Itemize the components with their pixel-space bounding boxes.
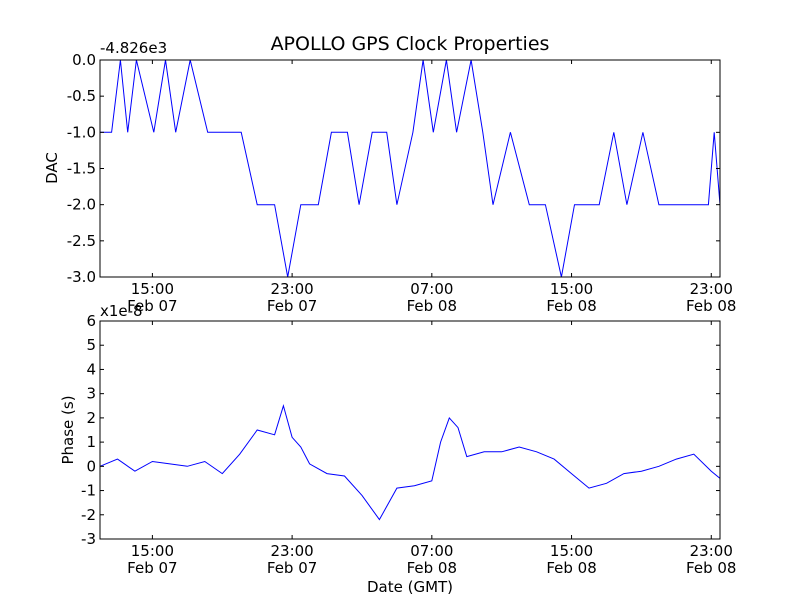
dac-x-tick-time: 23:00: [270, 280, 313, 298]
dac-x-tick-date: Feb 08: [546, 297, 596, 315]
dac-x-tick-date: Feb 07: [267, 297, 317, 315]
phase-y-tick-label: -3: [81, 530, 96, 548]
dac-x-tick-time: 23:00: [690, 280, 733, 298]
dac-x-tick-date: Feb 08: [407, 297, 457, 315]
dac-y-tick-label: -1.0: [67, 123, 96, 141]
phase-x-tick-date: Feb 08: [546, 559, 596, 577]
dac-y-tick-label: -2.0: [67, 196, 96, 214]
phase-y-tick-label: 4: [86, 360, 96, 378]
dac-y-tick-label: 0.0: [72, 51, 96, 69]
phase-x-tick-time: 07:00: [410, 542, 453, 560]
phase-x-tick-time: 23:00: [690, 542, 733, 560]
x-axis-label: Date (GMT): [367, 578, 453, 596]
phase-x-tick-time: 23:00: [270, 542, 313, 560]
phase-y-tick-label: 1: [86, 433, 96, 451]
phase-x-tick-time: 15:00: [131, 542, 174, 560]
dac-x-tick-time: 07:00: [410, 280, 453, 298]
phase-x-tick-time: 15:00: [550, 542, 593, 560]
phase-y-tick-label: 6: [86, 312, 96, 330]
phase-y-tick-label: 5: [86, 336, 96, 354]
phase-y-tick-label: 2: [86, 409, 96, 427]
phase-ylabel: Phase (s): [59, 395, 77, 464]
dac-y-tick-label: -2.5: [67, 232, 96, 250]
dac-x-tick-time: 15:00: [550, 280, 593, 298]
phase-x-tick-date: Feb 08: [686, 559, 736, 577]
dac-x-tick-date: Feb 08: [686, 297, 736, 315]
phase-y-tick-label: -2: [81, 506, 96, 524]
dac-x-tick-time: 15:00: [131, 280, 174, 298]
dac-y-tick-label: -0.5: [67, 87, 96, 105]
phase-y-tick-label: -1: [81, 482, 96, 500]
dac-y-tick-label: -1.5: [67, 160, 96, 178]
phase-y-tick-label: 3: [86, 385, 96, 403]
phase-x-tick-date: Feb 07: [267, 559, 317, 577]
phase-y-tick-label: 0: [86, 457, 96, 475]
dac-offset-text: -4.826e3: [100, 39, 167, 57]
phase-x-tick-date: Feb 07: [127, 559, 177, 577]
phase-x-tick-date: Feb 08: [407, 559, 457, 577]
phase-offset-text: x1e-8: [100, 302, 143, 320]
chart-title: APOLLO GPS Clock Properties: [271, 33, 550, 55]
dac-y-tick-label: -3.0: [67, 268, 96, 286]
dac-ylabel: DAC: [43, 152, 61, 184]
